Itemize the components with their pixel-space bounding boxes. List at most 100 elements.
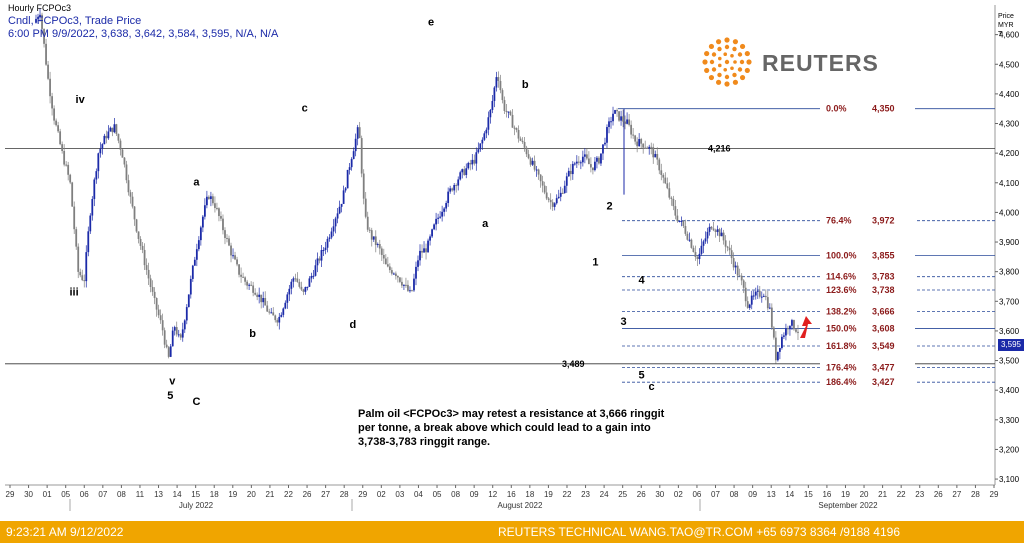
- candle-body: [67, 164, 70, 175]
- candle-body: [612, 113, 614, 122]
- candle-body: [226, 237, 228, 239]
- candle-body: [596, 157, 598, 162]
- candle-body: [774, 337, 777, 361]
- candle-body: [417, 260, 419, 267]
- logo-dot: [730, 66, 734, 71]
- candle-body: [242, 276, 244, 278]
- candle-body: [459, 172, 462, 180]
- candle-body: [274, 315, 277, 321]
- x-tick-label: 14: [785, 490, 794, 499]
- x-tick-label: 27: [321, 490, 330, 499]
- y-tick-label: 3,600: [999, 327, 1020, 336]
- candle-body: [473, 159, 476, 164]
- candle-body: [163, 330, 166, 345]
- candle-body: [264, 298, 267, 306]
- candle-body: [762, 295, 765, 297]
- candle-body: [234, 255, 236, 260]
- candle-body: [577, 161, 580, 163]
- candle-body: [668, 188, 671, 198]
- candle-body: [382, 254, 385, 259]
- candle-body: [648, 146, 651, 149]
- candle-body: [306, 286, 309, 288]
- candle-body: [95, 171, 98, 180]
- candle-body: [83, 280, 86, 282]
- x-tick-label: 15: [804, 490, 813, 499]
- x-axis: 29 30 01 05 06 07 08 11 13 14 15 18 19 20 21 22 26 27 28 29…: [6, 485, 999, 511]
- x-tick-label: 06: [692, 490, 701, 499]
- logo-dot: [744, 67, 750, 74]
- candle-body: [55, 120, 58, 126]
- candle-body: [378, 244, 381, 249]
- candle-body: [228, 238, 230, 246]
- candle-body: [63, 150, 66, 165]
- y-axis-label-line3: T: [998, 31, 1003, 38]
- candle-body: [746, 301, 749, 308]
- analysis-note-line1: Palm oil <FCPOc3> may retest a resistanc…: [358, 408, 665, 420]
- candle-body: [97, 153, 100, 172]
- candle-body: [210, 196, 212, 199]
- candle-body: [181, 329, 184, 338]
- fib-level-pct: 138.2%: [826, 306, 857, 316]
- candle-body: [722, 232, 725, 241]
- x-tick-label: 21: [878, 490, 887, 499]
- logo-dot: [717, 56, 722, 61]
- candle-body: [376, 244, 379, 246]
- reuters-dot-logo-icon: [702, 37, 752, 87]
- x-tick-label: 02: [674, 490, 683, 499]
- y-axis-label: Price MYR T: [998, 12, 1014, 39]
- candle-body: [266, 305, 269, 312]
- candle-body: [594, 161, 596, 171]
- candle-body: [461, 169, 464, 173]
- x-tick-label: 18: [525, 490, 534, 499]
- candle-body: [479, 143, 482, 150]
- y-tick-label: 4,400: [999, 90, 1020, 99]
- candle-body: [429, 236, 431, 241]
- candle-body: [481, 139, 484, 144]
- candle-body: [201, 216, 204, 228]
- candle-body: [555, 198, 558, 204]
- candle-body: [592, 167, 594, 171]
- candle-body: [262, 298, 265, 303]
- candle-body: [372, 236, 375, 240]
- candle-body: [153, 291, 156, 298]
- candle-body: [155, 297, 158, 310]
- fib-level-pct: 150.0%: [826, 324, 857, 334]
- candle-body: [789, 325, 791, 330]
- candle-body: [431, 229, 433, 237]
- candle-body: [258, 294, 261, 297]
- candle-body: [748, 304, 751, 308]
- candle-body: [549, 199, 552, 203]
- candle-body: [318, 258, 321, 261]
- candle-body: [280, 314, 283, 317]
- candle-body: [292, 278, 295, 282]
- candlestick-series: [35, 8, 799, 364]
- candle-body: [738, 275, 741, 277]
- x-tick-label: 28: [971, 490, 980, 499]
- logo-dot: [737, 52, 743, 57]
- candle-body: [787, 328, 789, 330]
- candle-body: [302, 289, 305, 292]
- candle-body: [768, 307, 771, 309]
- candle-body: [272, 312, 275, 316]
- candle-body: [131, 196, 134, 207]
- logo-dot: [717, 72, 722, 78]
- candle-body: [770, 307, 773, 328]
- x-tick-label: 30: [655, 490, 664, 499]
- candle-body: [724, 240, 727, 247]
- candle-body: [125, 164, 128, 181]
- logo-dot: [746, 59, 752, 65]
- candle-body: [567, 170, 570, 177]
- candle-body: [730, 250, 733, 259]
- logo-dot: [711, 52, 717, 57]
- candle-body: [340, 203, 343, 207]
- month-label: August 2022: [498, 501, 543, 510]
- candle-body: [336, 213, 339, 219]
- candle-body: [39, 14, 41, 18]
- fib-label-bg: [820, 249, 915, 261]
- chart-grid: [5, 5, 996, 486]
- candle-body: [622, 116, 624, 122]
- wave-label: a: [193, 177, 200, 189]
- x-tick-label: 26: [637, 490, 646, 499]
- reuters-wordmark: REUTERS: [762, 50, 879, 76]
